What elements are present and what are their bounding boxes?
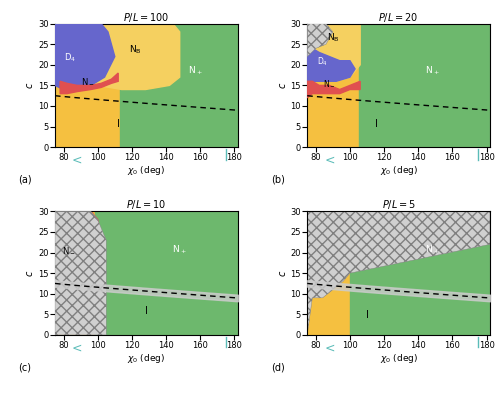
Polygon shape bbox=[55, 212, 106, 335]
Text: $\mathrm{D_4}$: $\mathrm{D_4}$ bbox=[317, 56, 328, 68]
X-axis label: $\chi_0$ (deg): $\chi_0$ (deg) bbox=[128, 351, 166, 364]
Y-axis label: $c$: $c$ bbox=[26, 82, 36, 89]
X-axis label: $\chi_0$ (deg): $\chi_0$ (deg) bbox=[380, 351, 418, 364]
Title: $P/L = 20$: $P/L = 20$ bbox=[378, 11, 418, 24]
Text: $\mathrm{N_+}$: $\mathrm{N_+}$ bbox=[172, 243, 187, 256]
Polygon shape bbox=[307, 24, 333, 57]
Text: $\mathrm{N_B}$: $\mathrm{N_B}$ bbox=[326, 31, 339, 44]
Text: <: < bbox=[324, 342, 334, 355]
Polygon shape bbox=[307, 81, 360, 98]
Text: $\mathrm{N_+}$: $\mathrm{N_+}$ bbox=[424, 64, 440, 76]
Polygon shape bbox=[91, 24, 180, 89]
Text: <: < bbox=[72, 154, 83, 167]
Text: (d): (d) bbox=[270, 362, 284, 372]
Text: $\mathrm{N_-}$: $\mathrm{N_-}$ bbox=[62, 245, 76, 255]
Text: $\mathrm{N_+}$: $\mathrm{N_+}$ bbox=[424, 243, 440, 256]
Y-axis label: $c$: $c$ bbox=[278, 269, 287, 277]
Polygon shape bbox=[307, 212, 490, 335]
Polygon shape bbox=[55, 24, 115, 89]
Polygon shape bbox=[58, 212, 104, 286]
Text: $\mathrm{N_-}$: $\mathrm{N_-}$ bbox=[323, 78, 336, 87]
Text: $\mathrm{I}$: $\mathrm{I}$ bbox=[374, 117, 378, 128]
Text: <: < bbox=[324, 154, 334, 167]
X-axis label: $\chi_0$ (deg): $\chi_0$ (deg) bbox=[128, 164, 166, 177]
Polygon shape bbox=[307, 48, 355, 81]
Text: (c): (c) bbox=[18, 362, 32, 372]
Text: $\mathrm{I}$: $\mathrm{I}$ bbox=[144, 304, 148, 316]
Y-axis label: $c$: $c$ bbox=[26, 269, 36, 277]
Text: $\mathrm{D_4}$: $\mathrm{D_4}$ bbox=[64, 52, 76, 64]
Polygon shape bbox=[309, 24, 360, 81]
Text: $\mathrm{I}$: $\mathrm{I}$ bbox=[116, 117, 120, 128]
Text: $\mathrm{N_-}$: $\mathrm{N_-}$ bbox=[80, 76, 94, 86]
Title: $P/L = 100$: $P/L = 100$ bbox=[123, 11, 170, 24]
X-axis label: $\chi_0$ (deg): $\chi_0$ (deg) bbox=[380, 164, 418, 177]
Title: $P/L = 10$: $P/L = 10$ bbox=[126, 199, 166, 212]
Y-axis label: $c$: $c$ bbox=[278, 82, 287, 89]
Text: <: < bbox=[72, 342, 83, 355]
Text: $\mathrm{N_B}$: $\mathrm{N_B}$ bbox=[129, 43, 141, 56]
Polygon shape bbox=[60, 73, 118, 94]
Text: $\mathrm{N_+}$: $\mathrm{N_+}$ bbox=[188, 64, 202, 76]
Text: (a): (a) bbox=[18, 174, 32, 184]
Title: $P/L = 5$: $P/L = 5$ bbox=[382, 199, 416, 212]
Text: $\mathrm{I}$: $\mathrm{I}$ bbox=[365, 309, 369, 320]
Text: (b): (b) bbox=[270, 174, 284, 184]
